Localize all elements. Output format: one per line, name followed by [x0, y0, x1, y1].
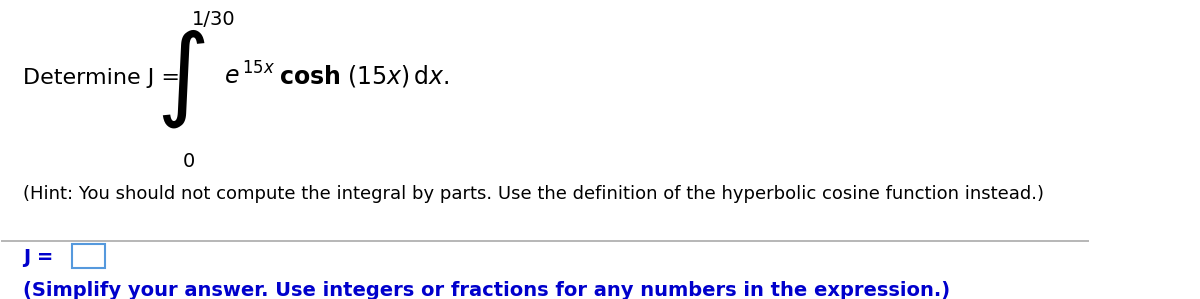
Text: $\mathbf{cosh}$ $(15x)\,\mathrm{d}x.$: $\mathbf{cosh}$ $(15x)\,\mathrm{d}x.$	[278, 63, 450, 89]
Text: $\int$: $\int$	[156, 27, 205, 130]
Text: J =: J =	[23, 248, 54, 267]
Text: (Simplify your answer. Use integers or fractions for any numbers in the expressi: (Simplify your answer. Use integers or f…	[23, 281, 950, 299]
Text: (Hint: You should not compute the integral by parts. Use the definition of the h: (Hint: You should not compute the integr…	[23, 185, 1044, 203]
FancyBboxPatch shape	[72, 244, 104, 268]
Text: $e^{\,15x}$: $e^{\,15x}$	[224, 62, 276, 89]
Text: Determine J =: Determine J =	[23, 68, 180, 89]
Text: 0: 0	[182, 152, 194, 170]
Text: 1/30: 1/30	[192, 10, 235, 29]
